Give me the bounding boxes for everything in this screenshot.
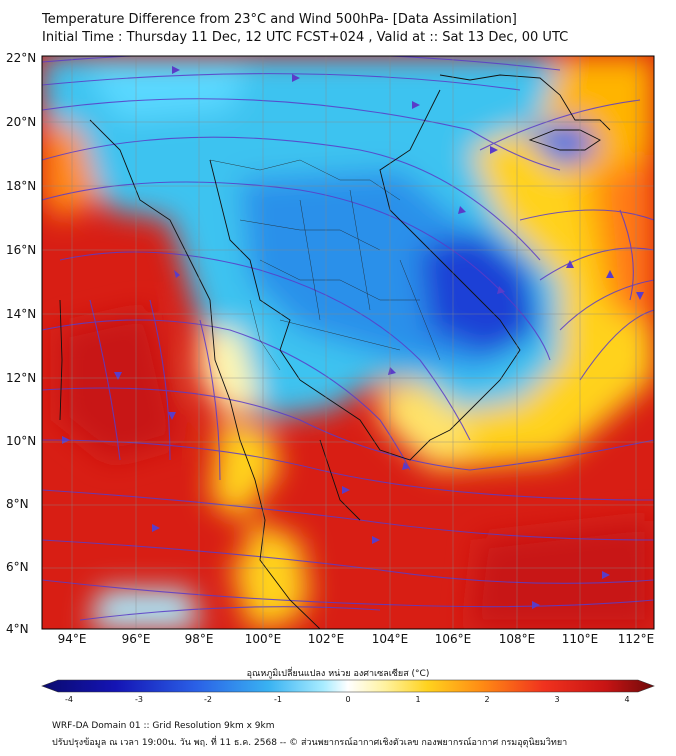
lat-label: 14°N: [6, 307, 37, 321]
wind-arrowheads: [62, 66, 644, 609]
colorbar-tick: -2: [204, 695, 212, 704]
lon-label: 110°E: [561, 632, 599, 646]
lat-label: 16°N: [6, 243, 37, 257]
lon-label: 104°E: [371, 632, 409, 646]
lon-label: 112°E: [617, 632, 655, 646]
map-subtitle: Initial Time : Thursday 11 Dec, 12 UTC F…: [42, 30, 569, 45]
lat-label: 10°N: [6, 434, 37, 448]
lon-label: 94°E: [57, 632, 87, 646]
footer-credit: ปรับปรุงข้อมูล ณ เวลา 19:00น. วัน พฤ. ที…: [52, 738, 568, 748]
lon-label: 102°E: [307, 632, 345, 646]
lat-label: 4°N: [6, 622, 29, 636]
colorbar-tick: 3: [554, 695, 560, 704]
map-title: Temperature Difference from 23°C and Win…: [42, 12, 517, 27]
lon-label: 96°E: [121, 632, 151, 646]
footer-model-info: WRF-DA Domain 01 :: Grid Resolution 9km …: [52, 721, 275, 731]
lat-label: 22°N: [6, 51, 37, 65]
lon-label: 98°E: [184, 632, 214, 646]
colorbar-label: อุณหภูมิเปลี่ยนแปลง หน่วย องศาเซลเซียส (…: [246, 669, 430, 679]
lat-label: 6°N: [6, 560, 29, 574]
map-frame: [41, 55, 655, 630]
colorbar-tick: 1: [415, 695, 421, 704]
wind-streamlines: [42, 56, 654, 621]
lat-label: 8°N: [6, 497, 29, 511]
colorbar-tick: 0: [345, 695, 351, 704]
colorbar-tick: -1: [274, 695, 282, 704]
lon-label: 100°E: [244, 632, 282, 646]
graticule: [42, 56, 654, 629]
province-borders: [209, 159, 441, 371]
colorbar: [41, 679, 655, 693]
lon-label: 108°E: [498, 632, 536, 646]
colorbar-tick: 4: [624, 695, 630, 704]
colorbar-tick: 2: [484, 695, 490, 704]
coastlines: [59, 74, 611, 629]
lon-label: 106°E: [434, 632, 472, 646]
lat-label: 12°N: [6, 371, 37, 385]
lat-label: 20°N: [6, 115, 37, 129]
colorbar-tick: -3: [135, 695, 143, 704]
lat-label: 18°N: [6, 179, 37, 193]
colorbar-tick: -4: [65, 695, 73, 704]
temperature-field: [42, 56, 654, 629]
